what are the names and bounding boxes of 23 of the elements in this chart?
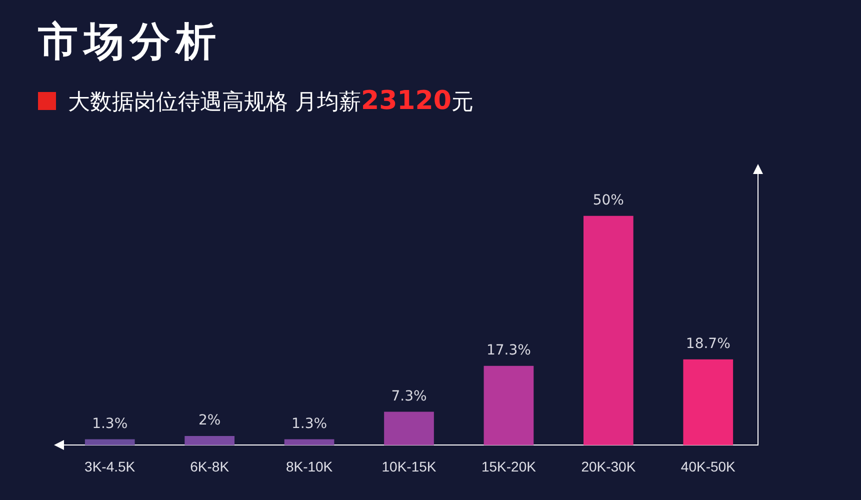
x-tick-label: 6K-8K xyxy=(190,458,230,474)
data-label: 18.7% xyxy=(686,336,730,352)
x-tick-label: 8K-10K xyxy=(286,458,334,474)
bar xyxy=(184,436,234,446)
data-label: 1.3% xyxy=(92,416,128,432)
bar xyxy=(284,439,334,446)
x-tick-label: 15K-20K xyxy=(481,458,537,474)
x-tick-label: 20K-30K xyxy=(581,458,636,474)
data-label: 17.3% xyxy=(486,342,531,358)
x-tick-label: 40K-50K xyxy=(680,458,736,474)
data-label: 2% xyxy=(198,412,221,429)
data-label: 7.3% xyxy=(391,388,427,404)
bar xyxy=(484,366,534,446)
bar xyxy=(584,216,634,446)
chart-subtitle: 大数据岗位待遇高规格 月均薪23120元 xyxy=(68,86,474,116)
x-tick-label: 10K-15K xyxy=(382,458,437,474)
bar xyxy=(84,439,135,446)
bar xyxy=(384,412,434,446)
data-label: 1.3% xyxy=(291,416,328,432)
data-label: 50% xyxy=(592,192,624,209)
x-tick-label: 3K-4.5K xyxy=(84,458,136,474)
bar xyxy=(683,359,734,446)
chart-title: 市场分析 xyxy=(38,18,222,67)
